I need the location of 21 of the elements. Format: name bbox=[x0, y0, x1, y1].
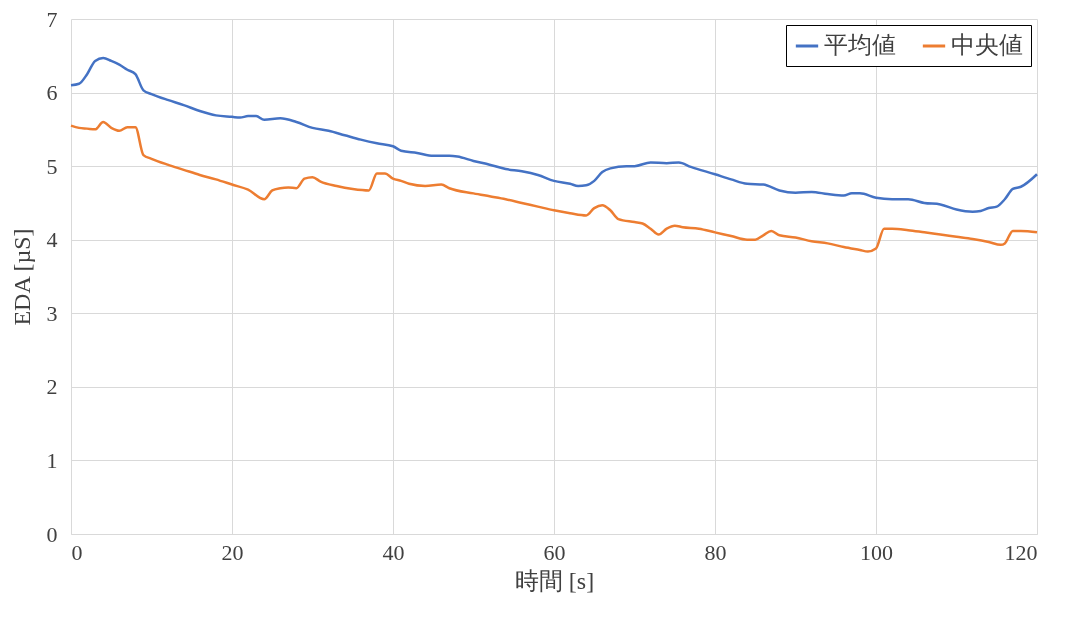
y-tick-label: 0 bbox=[46, 521, 58, 547]
y-tick-label: 4 bbox=[46, 227, 58, 253]
x-tick-label: 100 bbox=[860, 539, 893, 565]
x-tick-label: 40 bbox=[382, 539, 405, 565]
x-tick-label: 120 bbox=[1004, 539, 1038, 565]
y-tick-label: 7 bbox=[46, 6, 58, 32]
x-tick-label: 0 bbox=[71, 539, 83, 565]
y-tick-label: 1 bbox=[46, 447, 58, 473]
y-tick-label: 2 bbox=[46, 374, 58, 400]
y-tick-label: 6 bbox=[46, 80, 58, 106]
legend-label: 中央値 bbox=[951, 32, 1023, 58]
y-tick-label: 5 bbox=[46, 153, 58, 179]
line-series bbox=[69, 120, 1039, 253]
y-tick-label: 3 bbox=[46, 300, 58, 326]
x-tick-label: 60 bbox=[543, 539, 566, 565]
y-axis-title: EDA [µS] bbox=[8, 228, 35, 326]
x-tick-label: 20 bbox=[221, 539, 244, 565]
x-axis-title: 時間 [s] bbox=[514, 567, 595, 594]
x-tick-label: 80 bbox=[704, 539, 727, 565]
legend-label: 平均値 bbox=[824, 32, 896, 58]
line-series bbox=[69, 56, 1039, 214]
